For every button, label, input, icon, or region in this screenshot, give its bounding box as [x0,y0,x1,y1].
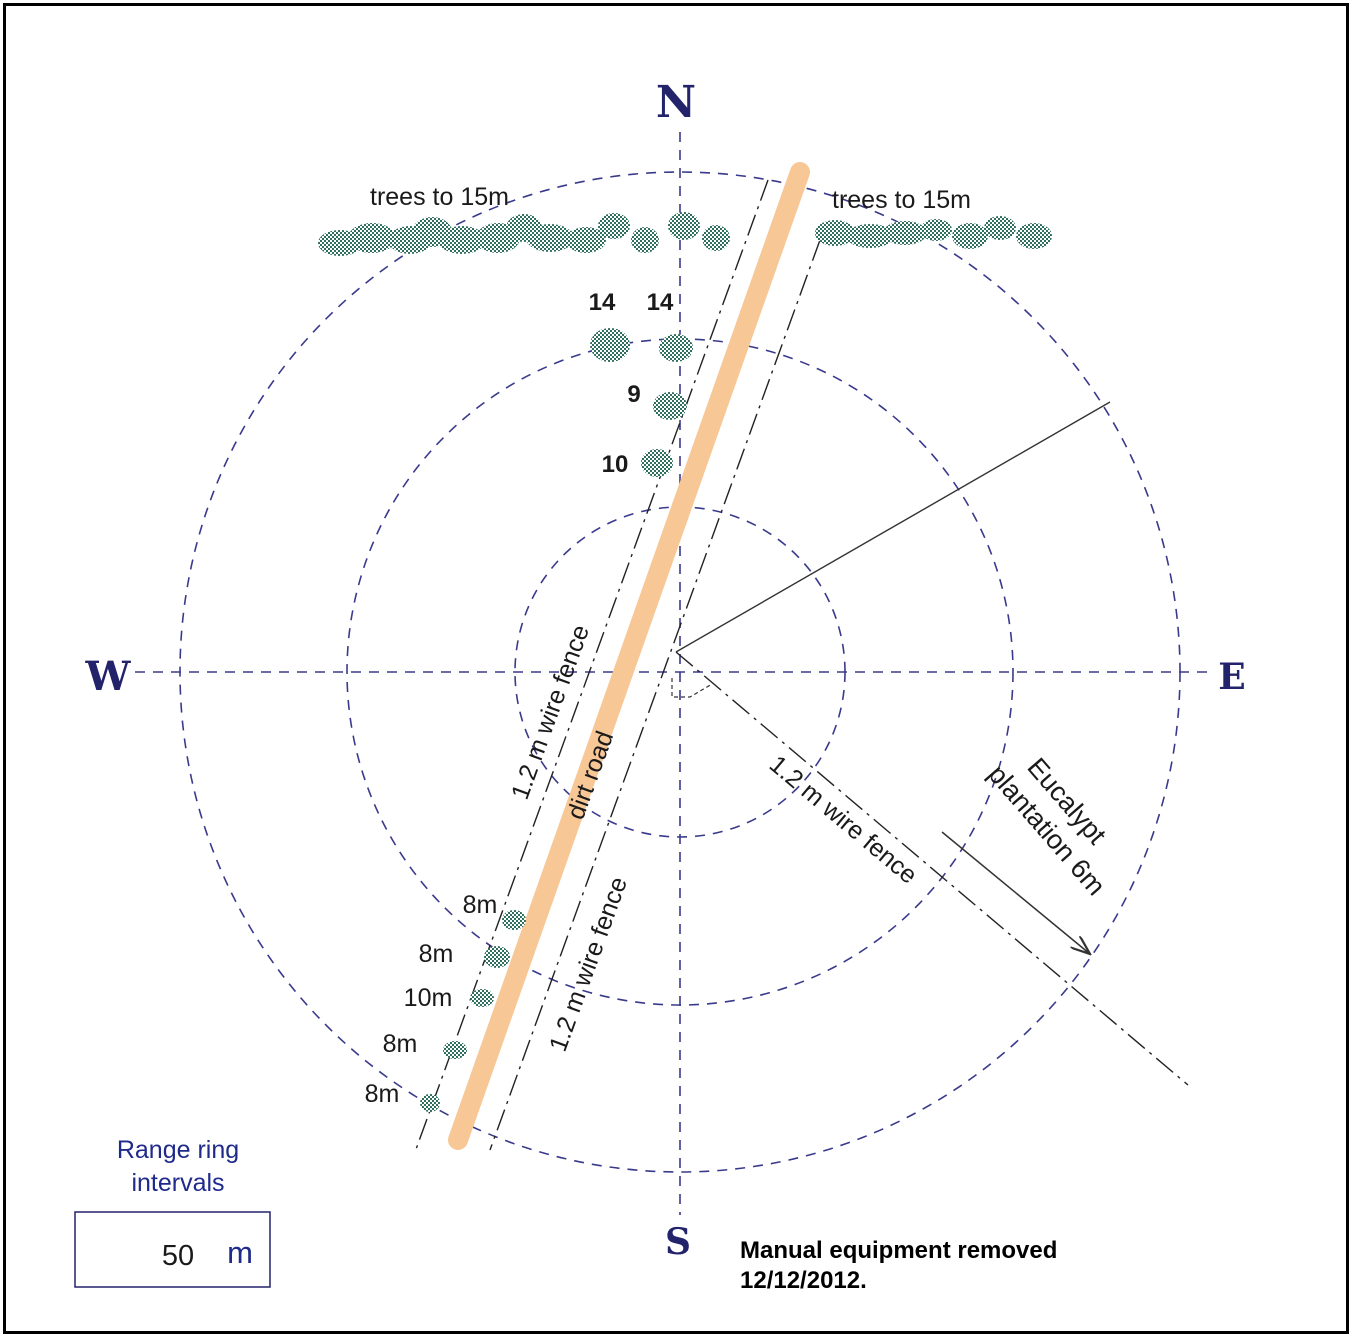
bearing-line [675,401,1111,653]
label-trees-right: trees to 15m [832,186,971,214]
tree-14-left [590,328,630,362]
tree-10 [641,449,673,477]
note-line1: Manual equipment removed [740,1237,1057,1264]
wire-fences [414,179,1189,1153]
label-tree-height-14-left: 14 [589,289,616,316]
right-angle-marker [671,678,713,698]
label-tree-8m-4: 8m [365,1080,400,1108]
fence-southeast [675,651,1189,1086]
fence-west-of-road [414,179,769,1153]
fence-east-of-road [489,239,821,1151]
compass-axes [135,132,1215,1215]
compass-south: S [665,1221,691,1263]
label-tree-8m-3: 8m [383,1030,418,1058]
legend-title-line2: intervals [131,1169,224,1197]
label-tree-height-10: 10 [602,451,629,478]
label-trees-left: trees to 15m [370,183,509,211]
label-tree-8m-1: 8m [463,891,498,919]
label-tree-10m: 10m [404,984,453,1012]
note-line2: 12/12/2012. [740,1267,867,1294]
diagram-frame [3,3,1349,1334]
compass-east: E [1218,656,1245,698]
label-tree-height-9: 9 [627,381,640,408]
legend-box [74,1211,271,1288]
label-tree-8m-2: 8m [419,940,454,968]
tree-9 [653,392,687,420]
label-dirt-road: dirt road [562,727,620,823]
tree-belt-north-left [318,213,659,256]
compass-west: W [85,653,132,700]
label-wire-fence-southeast: 1.2 m wire fence [764,750,923,889]
trees-north-individual [590,328,693,477]
legend-title-line1: Range ring [117,1136,239,1164]
tree-belt-north-right [815,216,1052,249]
legend-unit: m [227,1235,253,1270]
legend-value: 50 [162,1240,194,1272]
trees-southwest-individual [420,910,526,1112]
tree-clumps-north-center [668,212,730,251]
eucalypt-arrow [941,831,1090,954]
dirt-road [448,162,810,1150]
compass-north: N [656,77,696,128]
label-tree-height-14-right: 14 [647,289,674,316]
tree-14-right [659,334,693,362]
